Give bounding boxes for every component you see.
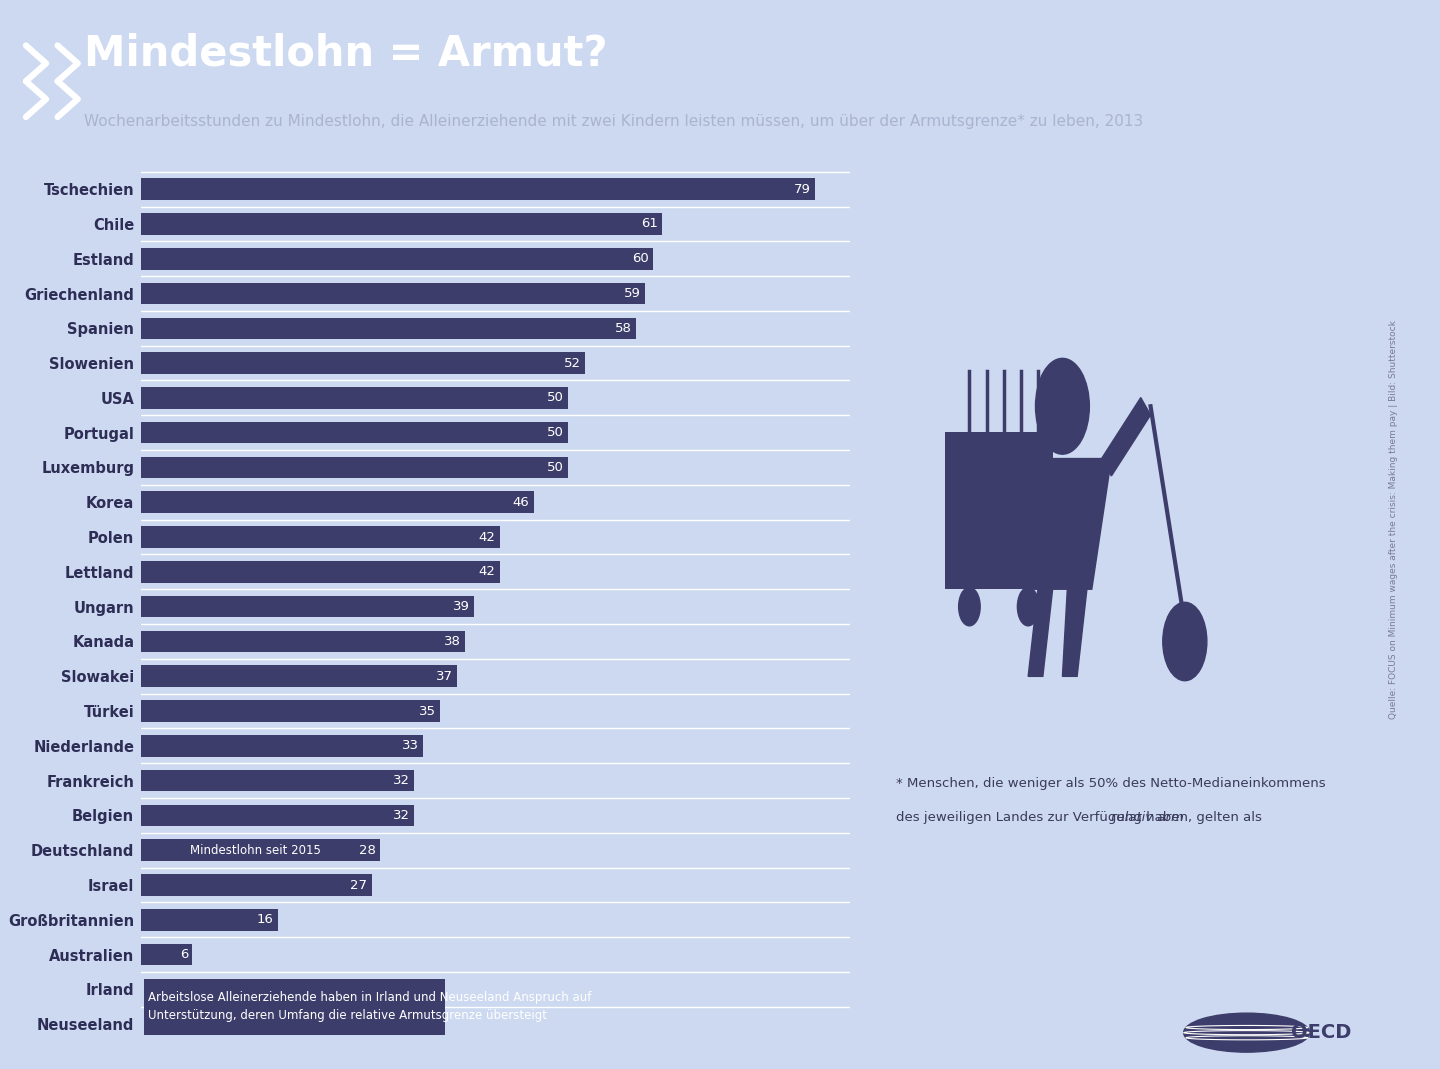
Text: 38: 38 (445, 635, 461, 648)
Circle shape (1184, 1013, 1309, 1052)
Text: Mindestlohn = Armut?: Mindestlohn = Armut? (84, 32, 608, 75)
Text: 28: 28 (359, 843, 376, 856)
Bar (141, 353, 585, 374)
Bar (141, 909, 278, 931)
Text: 37: 37 (436, 670, 452, 683)
Bar (141, 805, 415, 826)
Text: 50: 50 (547, 391, 563, 404)
Text: 58: 58 (615, 322, 632, 335)
Bar (141, 492, 534, 513)
Polygon shape (989, 476, 1024, 545)
Text: 33: 33 (402, 740, 419, 753)
FancyBboxPatch shape (144, 978, 445, 1035)
Bar (141, 631, 465, 652)
Text: Quelle: FOCUS on Minimum wages after the crisis: Making them pay | Bild: Shutter: Quelle: FOCUS on Minimum wages after the… (1388, 320, 1398, 719)
Circle shape (1018, 588, 1038, 625)
Text: 27: 27 (350, 879, 367, 892)
Bar (141, 526, 500, 547)
Bar (141, 944, 193, 965)
Bar (141, 317, 636, 339)
Text: 46: 46 (513, 496, 530, 509)
Bar (141, 561, 500, 583)
Text: 32: 32 (393, 809, 410, 822)
Bar (141, 179, 815, 200)
Bar (141, 595, 474, 618)
Text: 50: 50 (547, 427, 563, 439)
Bar (141, 770, 415, 791)
Circle shape (1164, 602, 1207, 681)
Bar (141, 213, 662, 235)
Text: Mindestlohn seit 2015: Mindestlohn seit 2015 (190, 843, 321, 856)
Text: 35: 35 (419, 704, 436, 717)
Bar (141, 666, 456, 687)
Bar (141, 735, 423, 757)
Text: 42: 42 (478, 530, 495, 543)
Polygon shape (1028, 589, 1053, 677)
Text: * Menschen, die weniger als 50% des Netto-Medianeinkommens: * Menschen, die weniger als 50% des Nett… (896, 776, 1326, 790)
Polygon shape (1102, 398, 1151, 476)
Text: 39: 39 (452, 600, 469, 614)
Text: Wochenarbeitsstunden zu Mindestlohn, die Alleinerziehende mit zwei Kindern leist: Wochenarbeitsstunden zu Mindestlohn, die… (84, 113, 1143, 128)
Text: 79: 79 (795, 183, 811, 196)
Bar (141, 874, 372, 896)
Bar (141, 700, 439, 722)
Polygon shape (1063, 589, 1087, 677)
Text: Arbeitslose Alleinerziehende haben in Irland und Neuseeland Anspruch auf
Unterst: Arbeitslose Alleinerziehende haben in Ir… (148, 991, 592, 1022)
Text: OECD: OECD (1292, 1023, 1352, 1042)
Bar (141, 839, 380, 861)
Text: 42: 42 (478, 566, 495, 578)
Text: des jeweiligen Landes zur Verfügung haben, gelten als: des jeweiligen Landes zur Verfügung habe… (896, 811, 1266, 824)
Text: 16: 16 (256, 913, 274, 927)
Bar (141, 282, 645, 305)
Bar (141, 248, 654, 269)
Text: 6: 6 (180, 948, 189, 961)
Text: relativ arm: relativ arm (1112, 811, 1184, 824)
Text: 59: 59 (624, 286, 641, 300)
Bar (141, 387, 567, 408)
Circle shape (1035, 358, 1090, 454)
Text: 50: 50 (547, 461, 563, 474)
Polygon shape (1014, 459, 1112, 589)
FancyBboxPatch shape (945, 433, 1053, 589)
Text: 52: 52 (563, 357, 580, 370)
Text: 60: 60 (632, 252, 649, 265)
Bar (141, 456, 567, 478)
Text: 61: 61 (641, 217, 658, 231)
Bar (141, 422, 567, 444)
Text: 32: 32 (393, 774, 410, 787)
Circle shape (959, 588, 981, 625)
